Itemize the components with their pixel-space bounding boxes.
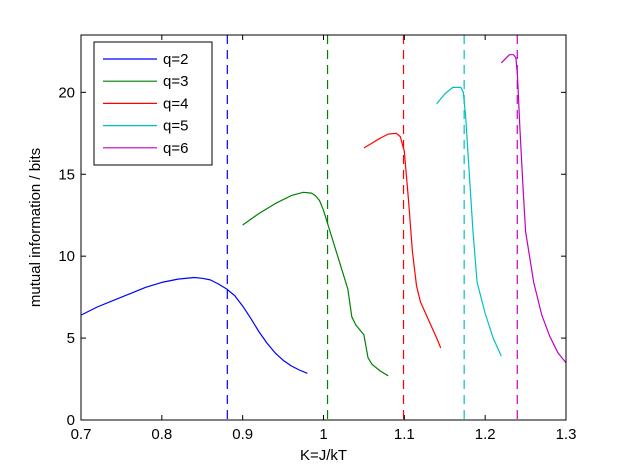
legend-label-q4: q=4 [163,95,188,112]
y-tick-label: 20 [58,84,75,101]
y-tick-label: 5 [67,330,75,347]
series-line-q2 [80,276,308,374]
legend-label-q6: q=6 [163,140,188,157]
series-line-q4 [363,132,442,349]
x-tick-label: 0.8 [151,426,172,443]
legend-label-q5: q=5 [163,118,188,135]
x-tick-label: 0.7 [71,426,92,443]
x-tick-label: 1.2 [475,426,496,443]
legend: q=2 q=3 q=4 q=5 q=6 [93,41,213,166]
legend-label-q3: q=3 [163,73,188,90]
series-line-q5 [436,86,502,357]
y-tick-label: 15 [58,166,75,183]
x-tick-label: 0.9 [232,426,253,443]
series-lines [80,54,567,377]
y-tick-label: 0 [67,412,75,429]
axis-tick-labels: 0.7 0.8 0.9 1 1.1 1.2 1.3 0 5 10 15 20 [58,84,576,443]
y-tick-label: 10 [58,248,75,265]
series-line-q6 [500,54,567,364]
y-axis-title: mutual information / bits [27,148,44,307]
x-tick-label: 1.1 [394,426,415,443]
x-axis-title: K=J/kT [300,447,347,464]
series-line-q3 [242,191,389,377]
critical-lines [226,35,518,420]
legend-label-q2: q=2 [163,51,188,68]
axis-ticks [80,35,567,421]
x-tick-label: 1.3 [556,426,577,443]
x-tick-label: 1 [319,426,327,443]
